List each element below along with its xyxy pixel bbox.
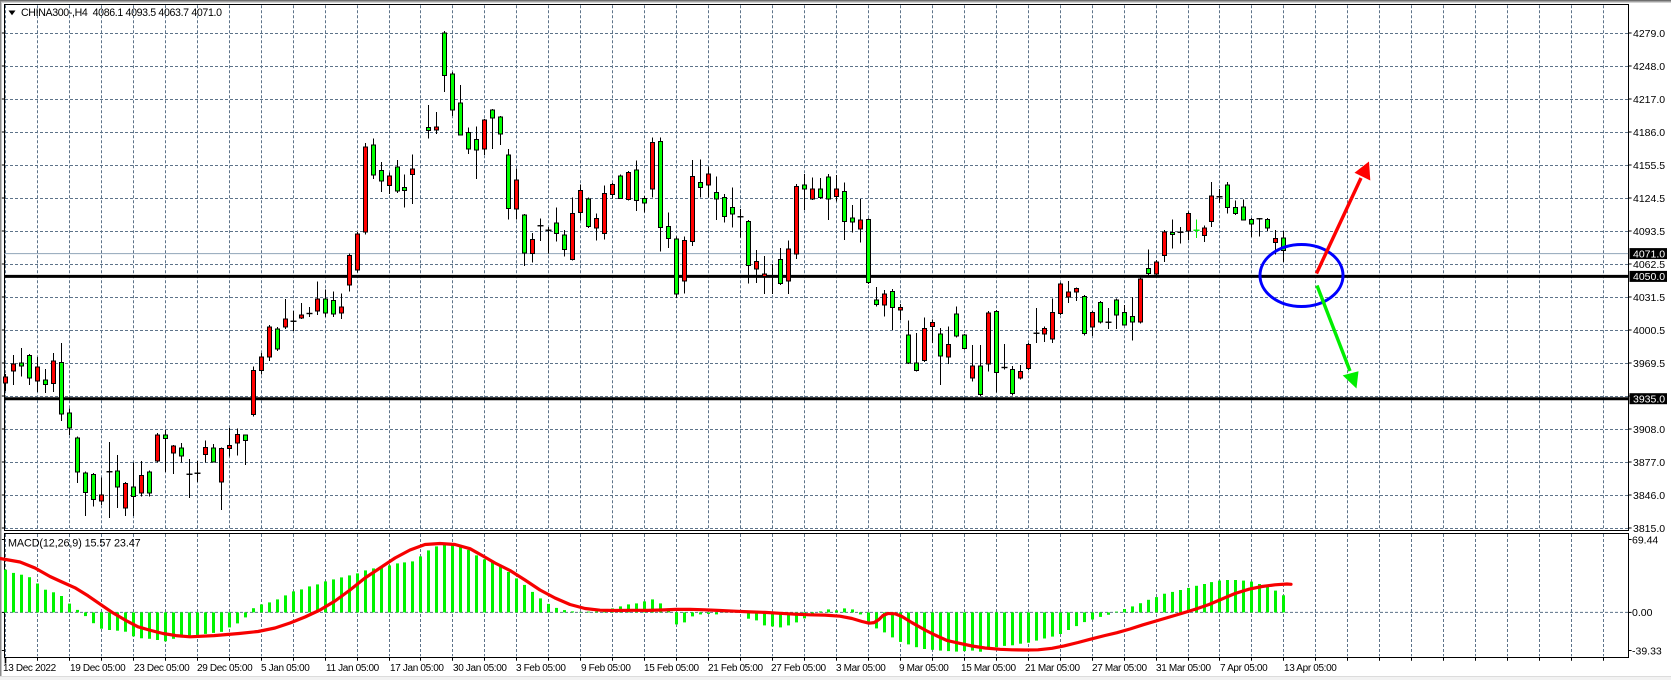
svg-text:4217.0: 4217.0 bbox=[1633, 94, 1665, 106]
svg-text:4248.0: 4248.0 bbox=[1633, 61, 1665, 73]
svg-text:69.44: 69.44 bbox=[1632, 534, 1658, 546]
svg-text:4279.0: 4279.0 bbox=[1633, 28, 1665, 40]
svg-text:29 Dec 05:00: 29 Dec 05:00 bbox=[197, 663, 253, 674]
svg-text:17 Jan 05:00: 17 Jan 05:00 bbox=[390, 663, 444, 674]
svg-text:27 Feb 05:00: 27 Feb 05:00 bbox=[771, 663, 827, 674]
svg-text:-39.33: -39.33 bbox=[1632, 645, 1662, 657]
svg-text:9 Mar 05:00: 9 Mar 05:00 bbox=[899, 663, 949, 674]
svg-text:4071.0: 4071.0 bbox=[1633, 248, 1665, 260]
svg-text:3846.0: 3846.0 bbox=[1633, 490, 1665, 502]
svg-text:3908.0: 3908.0 bbox=[1633, 424, 1665, 436]
svg-text:15 Feb 05:00: 15 Feb 05:00 bbox=[644, 663, 700, 674]
svg-text:4000.5: 4000.5 bbox=[1633, 325, 1665, 337]
svg-text:4050.0: 4050.0 bbox=[1633, 271, 1665, 283]
svg-text:23 Dec 05:00: 23 Dec 05:00 bbox=[134, 663, 190, 674]
svg-text:7 Apr 05:00: 7 Apr 05:00 bbox=[1220, 663, 1268, 674]
svg-text:5 Jan 05:00: 5 Jan 05:00 bbox=[261, 663, 310, 674]
svg-text:3935.0: 3935.0 bbox=[1633, 394, 1665, 406]
svg-text:13 Apr 05:00: 13 Apr 05:00 bbox=[1284, 663, 1337, 674]
svg-text:27 Mar 05:00: 27 Mar 05:00 bbox=[1092, 663, 1148, 674]
svg-text:4093.5: 4093.5 bbox=[1633, 226, 1665, 238]
svg-text:21 Feb 05:00: 21 Feb 05:00 bbox=[708, 663, 764, 674]
svg-text:21 Mar 05:00: 21 Mar 05:00 bbox=[1025, 663, 1081, 674]
svg-text:MACD(12,26,9) 15.57 23.47: MACD(12,26,9) 15.57 23.47 bbox=[8, 538, 141, 550]
svg-text:4062.5: 4062.5 bbox=[1633, 259, 1665, 271]
svg-text:13 Dec 2022: 13 Dec 2022 bbox=[3, 663, 57, 674]
svg-text:11 Jan 05:00: 11 Jan 05:00 bbox=[326, 663, 380, 674]
svg-text:3815.0: 3815.0 bbox=[1633, 523, 1665, 535]
svg-text:31 Mar 05:00: 31 Mar 05:00 bbox=[1156, 663, 1212, 674]
svg-text:4124.5: 4124.5 bbox=[1633, 193, 1665, 205]
svg-text:9 Feb 05:00: 9 Feb 05:00 bbox=[581, 663, 631, 674]
svg-text:3 Mar 05:00: 3 Mar 05:00 bbox=[836, 663, 886, 674]
svg-text:0.00: 0.00 bbox=[1632, 607, 1653, 619]
svg-text:3969.5: 3969.5 bbox=[1633, 358, 1665, 370]
svg-text:30 Jan 05:00: 30 Jan 05:00 bbox=[453, 663, 507, 674]
svg-text:CHINA300-,H4 4086.1 4093.5 40: CHINA300-,H4 4086.1 4093.5 4063.7 4071.0 bbox=[21, 7, 222, 19]
svg-text:4155.5: 4155.5 bbox=[1633, 160, 1665, 172]
svg-text:3877.0: 3877.0 bbox=[1633, 457, 1665, 469]
svg-text:4031.5: 4031.5 bbox=[1633, 292, 1665, 304]
svg-text:19 Dec 05:00: 19 Dec 05:00 bbox=[70, 663, 126, 674]
svg-text:3 Feb 05:00: 3 Feb 05:00 bbox=[516, 663, 566, 674]
svg-text:15 Mar 05:00: 15 Mar 05:00 bbox=[961, 663, 1017, 674]
svg-text:4186.0: 4186.0 bbox=[1633, 127, 1665, 139]
